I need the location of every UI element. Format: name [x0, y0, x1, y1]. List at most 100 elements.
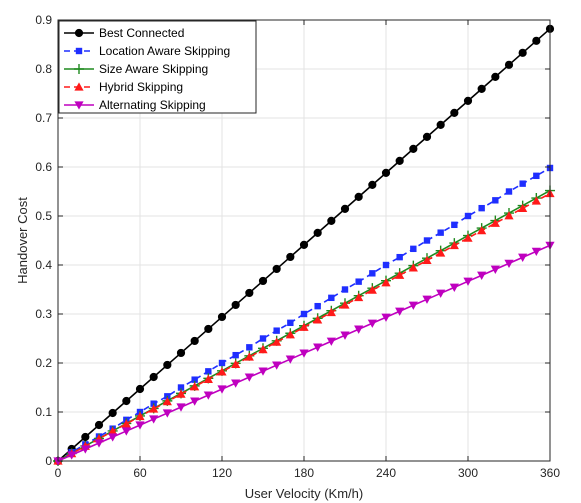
data-point	[381, 278, 391, 287]
data-point	[449, 283, 459, 292]
data-point	[369, 270, 376, 277]
legend-swatch-marker	[74, 28, 84, 38]
data-point	[272, 361, 282, 370]
data-point	[231, 359, 241, 369]
data-point	[408, 263, 418, 272]
data-point	[259, 335, 267, 342]
data-point	[205, 368, 212, 375]
data-point	[437, 229, 444, 236]
data-point	[122, 396, 131, 406]
data-point	[395, 156, 404, 165]
x-tick-label: 120	[212, 466, 232, 480]
y-tick-label: 0.2	[35, 356, 52, 370]
data-point	[518, 48, 527, 57]
data-point	[478, 204, 485, 212]
x-tick-label: 60	[133, 466, 147, 480]
series-hybrid-skipping	[53, 188, 555, 465]
data-point	[80, 445, 90, 454]
x-tick-label: 240	[376, 466, 396, 480]
legend-label: Alternating Skipping	[99, 98, 206, 112]
x-tick-label: 0	[55, 466, 62, 480]
x-axis-title: User Velocity (Km/h)	[245, 486, 363, 501]
data-point	[436, 248, 446, 257]
data-point	[533, 172, 540, 180]
data-point	[162, 396, 172, 406]
data-point	[368, 180, 377, 189]
data-point	[518, 253, 528, 262]
data-point	[422, 132, 432, 141]
data-point	[423, 237, 431, 244]
data-point	[490, 265, 500, 274]
data-point	[463, 277, 473, 286]
data-point	[177, 384, 185, 391]
legend-item: Hybrid Skipping	[64, 80, 183, 94]
data-point	[382, 261, 390, 269]
data-point	[285, 330, 295, 339]
data-point	[135, 421, 145, 430]
data-point	[381, 313, 391, 322]
data-point	[451, 221, 458, 229]
data-point	[381, 168, 391, 177]
data-point	[108, 433, 118, 442]
data-point	[396, 253, 403, 261]
data-point	[244, 352, 254, 361]
data-point	[191, 376, 198, 383]
data-point	[190, 382, 200, 391]
legend-swatch-marker	[74, 64, 84, 74]
data-point	[340, 331, 350, 340]
legend-item: Location Aware Skipping	[64, 44, 230, 58]
data-point	[285, 355, 295, 364]
data-point	[273, 327, 280, 334]
data-point	[149, 404, 159, 413]
data-point	[121, 427, 131, 436]
data-point	[341, 286, 349, 293]
data-point	[163, 360, 172, 370]
data-point	[395, 307, 405, 316]
legend-swatch-marker	[75, 47, 83, 55]
y-axis-title: Handover Cost	[15, 197, 30, 284]
data-point	[464, 212, 472, 220]
data-point	[108, 426, 118, 435]
legend-item: Size Aware Skipping	[64, 62, 208, 76]
data-point	[286, 252, 295, 262]
data-point	[477, 271, 487, 280]
data-point	[232, 351, 239, 359]
data-point	[531, 247, 541, 256]
data-point	[518, 203, 528, 212]
data-point	[135, 384, 145, 394]
data-point	[326, 307, 336, 317]
tick-labels: 0 60 120 180 240 300 360 0 0.1 0.2 0.3 0.4 0.5 0.6 0.7…	[35, 13, 560, 480]
data-point	[477, 226, 487, 235]
data-point	[121, 419, 131, 428]
data-point	[463, 96, 473, 105]
data-point	[367, 285, 377, 294]
legend-label: Best Connected	[99, 26, 184, 40]
data-point	[176, 389, 186, 398]
y-tick-label: 0.8	[35, 62, 52, 76]
data-point	[203, 391, 213, 400]
data-point	[449, 240, 459, 250]
legend-label: Size Aware Skipping	[99, 62, 208, 76]
data-point	[218, 359, 226, 367]
data-point	[408, 301, 418, 310]
data-point	[531, 196, 541, 205]
data-point	[505, 188, 513, 195]
y-tick-label: 0.3	[35, 307, 52, 321]
data-point	[258, 367, 268, 376]
data-point	[231, 300, 240, 310]
data-point	[149, 372, 158, 382]
data-point	[246, 344, 253, 351]
y-tick-label: 0.1	[35, 405, 52, 419]
y-tick-label: 0	[45, 454, 52, 468]
x-tick-label: 300	[458, 466, 478, 480]
data-point	[258, 276, 268, 286]
data-point	[492, 197, 499, 204]
data-point	[299, 322, 309, 331]
data-point	[272, 264, 281, 274]
data-point	[340, 204, 350, 213]
data-point	[245, 288, 254, 298]
legend-label: Hybrid Skipping	[99, 80, 183, 94]
legend-item: Best Connected	[64, 26, 184, 40]
legend-item: Alternating Skipping	[64, 98, 206, 112]
data-point	[231, 379, 241, 388]
